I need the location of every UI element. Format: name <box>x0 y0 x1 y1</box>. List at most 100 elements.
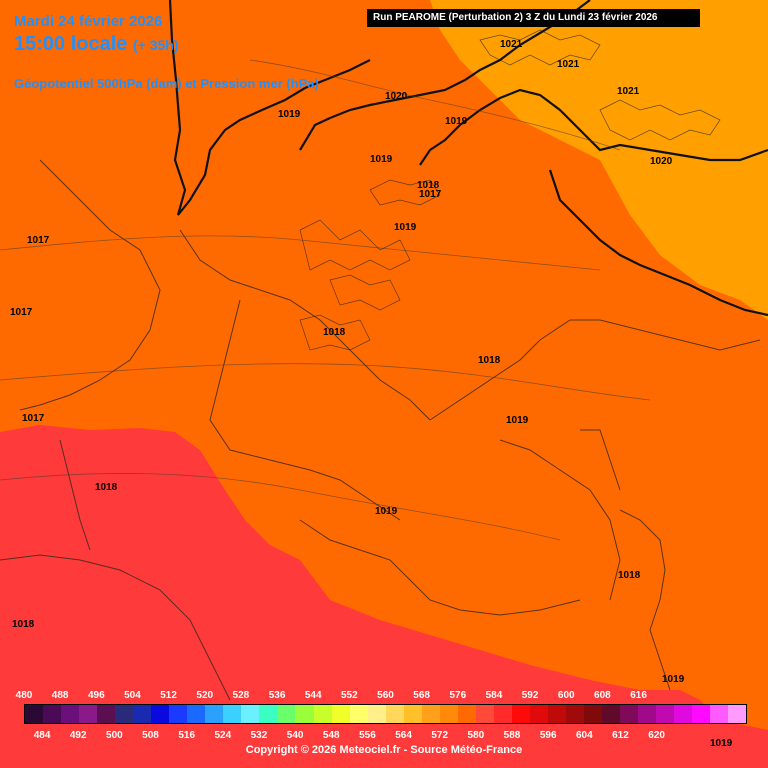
legend-bottom-value: 580 <box>467 730 485 741</box>
legend-swatch <box>115 705 134 723</box>
legend-top-value: 568 <box>413 690 430 701</box>
legend-top-value: 536 <box>268 690 286 701</box>
pressure-label: 1019 <box>445 116 468 127</box>
legend-swatch <box>295 705 314 723</box>
pressure-label: 1020 <box>385 91 408 102</box>
pressure-label: 1018 <box>417 180 440 191</box>
legend-top-value: 544 <box>304 690 322 701</box>
legend-swatch <box>710 705 729 723</box>
color-legend <box>24 704 747 724</box>
legend-swatch <box>421 705 440 723</box>
legend-swatch <box>79 705 98 723</box>
copyright: Copyright © 2026 Meteociel.fr - Source M… <box>245 744 523 756</box>
forecast-date: Mardi 24 février 2026 <box>14 13 163 30</box>
legend-swatch <box>187 705 206 723</box>
legend-bottom-value: 596 <box>539 730 557 741</box>
legend-bottom-values: 484 492 500 508 516 524 532 540 548 556 564 572 580 5… <box>0 730 768 742</box>
pressure-label: 1017 <box>10 307 33 318</box>
pressure-label: 1018 <box>618 570 641 581</box>
geopotential-572-area <box>0 425 768 768</box>
legend-bottom-value: 572 <box>431 730 449 741</box>
legend-top-value: 600 <box>557 690 575 701</box>
pressure-label: 1021 <box>500 39 523 50</box>
legend-swatch <box>61 705 80 723</box>
geopotential-580-area <box>430 0 768 320</box>
coastlines <box>168 0 768 317</box>
legend-top-value: 552 <box>341 690 358 701</box>
legend-swatch <box>511 705 530 723</box>
legend-bottom-value: 500 <box>106 730 123 741</box>
legend-bottom-value: 516 <box>178 730 196 741</box>
legend-swatch <box>97 705 116 723</box>
pressure-label: 1019 <box>370 154 393 165</box>
legend-top-value: 528 <box>232 690 250 701</box>
legend-swatch <box>439 705 458 723</box>
legend-bottom-value: 620 <box>648 730 665 741</box>
legend-top-values: 480 488 496 504 512 520 528 536 544 552 560 568 576 5… <box>0 690 768 702</box>
legend-top-value: 480 <box>15 690 33 701</box>
legend-top-value: 560 <box>377 690 394 701</box>
legend-swatch <box>313 705 332 723</box>
legend-swatch <box>151 705 170 723</box>
legend-bottom-value: 556 <box>359 730 376 741</box>
pressure-label: 1019 <box>710 738 733 749</box>
pressure-label: 1018 <box>12 619 35 630</box>
legend-swatch <box>620 705 639 723</box>
legend-bottom-value: 548 <box>322 730 340 741</box>
legend-swatch <box>602 705 621 723</box>
legend-swatch <box>638 705 657 723</box>
legend-swatch <box>565 705 584 723</box>
legend-bottom-value: 604 <box>575 730 593 741</box>
pressure-label: 1019 <box>394 222 417 233</box>
legend-swatch <box>457 705 476 723</box>
run-banner: Run PEAROME (Perturbation 2) 3 Z du Lund… <box>367 9 700 27</box>
legend-swatch <box>475 705 494 723</box>
legend-swatch <box>277 705 296 723</box>
legend-top-value: 496 <box>87 690 105 701</box>
pressure-label: 1019 <box>375 506 398 517</box>
legend-bottom-value: 532 <box>250 730 268 741</box>
legend-bottom-value: 508 <box>142 730 159 741</box>
pressure-label: 1021 <box>617 86 640 97</box>
legend-swatch <box>692 705 711 723</box>
pressure-label: 1017 <box>22 413 45 424</box>
legend-swatch <box>674 705 693 723</box>
legend-swatch <box>403 705 422 723</box>
pressure-label: 1020 <box>650 156 673 167</box>
local-time: 15:00 locale <box>14 33 128 55</box>
legend-top-value: 584 <box>485 690 503 701</box>
lead-time: (+ 35h) <box>132 37 179 53</box>
legend-swatch <box>367 705 386 723</box>
legend-bottom-value: 484 <box>33 730 51 741</box>
pressure-label: 1019 <box>278 109 301 120</box>
pressure-label: 1018 <box>478 355 501 366</box>
pressure-label: 1019 <box>662 674 685 685</box>
field-description: Géopotentiel 500hPa (dam) et Pression me… <box>14 76 319 91</box>
legend-swatch <box>583 705 602 723</box>
legend-bottom-value: 492 <box>69 730 87 741</box>
legend-bottom-value: 540 <box>286 730 304 741</box>
pressure-label: 1017 <box>27 235 50 246</box>
legend-top-value: 592 <box>521 690 539 701</box>
legend-swatch <box>205 705 224 723</box>
legend-swatch <box>259 705 278 723</box>
legend-bottom-value: 524 <box>214 730 232 741</box>
legend-swatch <box>385 705 404 723</box>
legend-top-value: 616 <box>630 690 647 701</box>
legend-swatch <box>529 705 548 723</box>
legend-swatch <box>547 705 566 723</box>
legend-swatch <box>331 705 350 723</box>
legend-top-value: 504 <box>124 690 141 701</box>
legend-top-value: 608 <box>594 690 611 701</box>
alpine-relief <box>299 29 721 351</box>
legend-swatch <box>133 705 152 723</box>
legend-top-value: 512 <box>160 690 177 701</box>
legend-bottom-value: 588 <box>503 730 521 741</box>
legend-top-value: 520 <box>196 690 214 701</box>
legend-swatch <box>349 705 368 723</box>
forecast-time: 15:00 locale (+ 35h) <box>14 33 179 56</box>
pressure-label: 1018 <box>95 482 118 493</box>
legend-swatch <box>43 705 62 723</box>
